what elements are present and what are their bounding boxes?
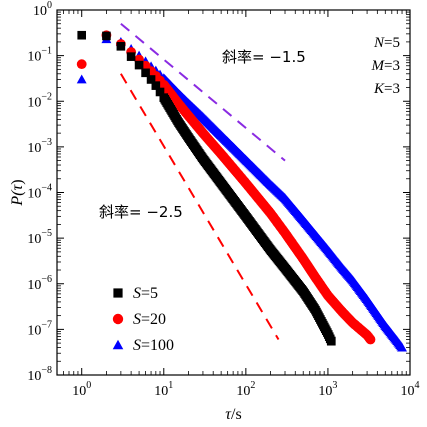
y-tick-label: 10−2 bbox=[27, 91, 52, 110]
data-point bbox=[126, 52, 136, 61]
legend-label: S=100 bbox=[133, 337, 174, 354]
data-point bbox=[327, 336, 336, 346]
x-tick-label: 102 bbox=[236, 380, 255, 399]
x-tick-label: 103 bbox=[318, 380, 337, 399]
x-tick-label: 104 bbox=[401, 380, 420, 399]
series-20 bbox=[76, 30, 376, 345]
legend-label: S=20 bbox=[133, 311, 166, 328]
y-tick-label: 10−3 bbox=[27, 137, 52, 156]
slope-label-lower: 斜率= −2.5 bbox=[99, 203, 183, 221]
y-tick-label: 10−8 bbox=[27, 365, 52, 384]
legend-marker bbox=[112, 339, 124, 350]
legend-marker bbox=[112, 313, 124, 325]
x-tick-label: 100 bbox=[72, 380, 91, 399]
legend-marker bbox=[113, 288, 123, 298]
data-point bbox=[397, 342, 407, 352]
data-point bbox=[146, 75, 156, 84]
param-label: N=5 bbox=[373, 35, 400, 51]
y-tick-label: 10−6 bbox=[27, 274, 52, 293]
y-tick-label: 10−7 bbox=[27, 319, 52, 338]
param-label: M=3 bbox=[371, 58, 400, 74]
guide-lines bbox=[120, 22, 286, 341]
data-point bbox=[77, 30, 87, 40]
data-point bbox=[155, 87, 165, 97]
y-tick-label: 10−5 bbox=[27, 228, 52, 247]
param-label: K=3 bbox=[373, 81, 400, 97]
data-point bbox=[134, 60, 144, 70]
data-point bbox=[102, 31, 111, 41]
legend-label: S=5 bbox=[133, 285, 158, 302]
y-tick-label: 100 bbox=[33, 0, 52, 19]
data-point bbox=[365, 334, 376, 345]
y-axis-label: P(τ) bbox=[9, 179, 26, 206]
guide-line bbox=[120, 73, 280, 341]
x-axis-label: τ/s bbox=[225, 406, 241, 423]
x-tick-label: 101 bbox=[154, 380, 173, 399]
data-point bbox=[76, 59, 87, 70]
slope-label-upper: 斜率= −1.5 bbox=[222, 48, 306, 66]
guide-line bbox=[120, 22, 286, 162]
data-point bbox=[76, 74, 87, 84]
series-5 bbox=[77, 30, 336, 346]
y-tick-label: 10−1 bbox=[27, 46, 52, 65]
data-point bbox=[116, 42, 126, 51]
y-tick-label: 10−4 bbox=[27, 183, 52, 202]
data-point bbox=[151, 81, 161, 90]
data-point bbox=[141, 68, 150, 78]
